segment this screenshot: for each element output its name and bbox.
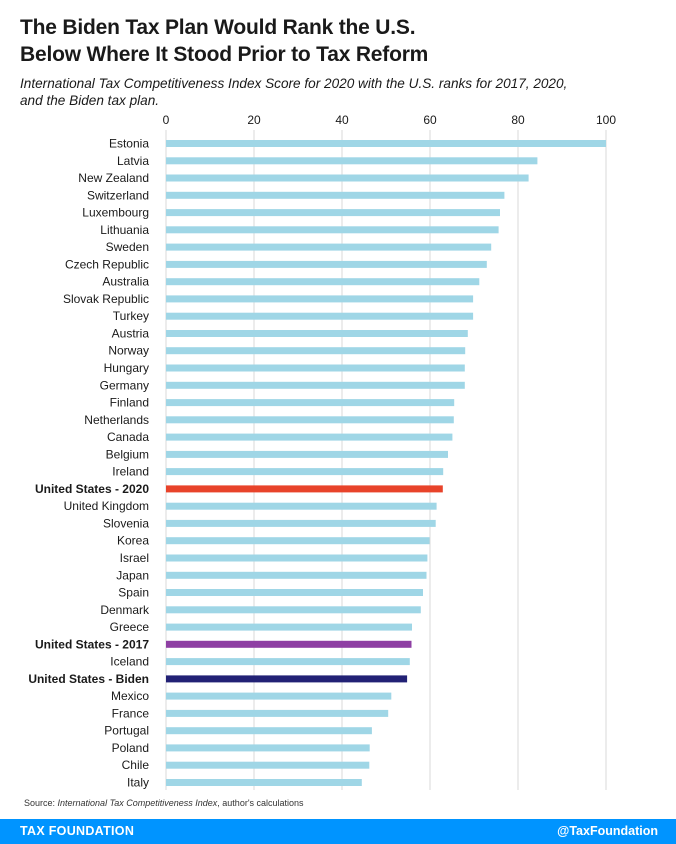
bar-spain xyxy=(166,589,423,596)
category-label-portugal: Portugal xyxy=(104,724,149,738)
x-tick-label-0: 0 xyxy=(163,113,170,127)
subtitle-line-1: International Tax Competitiveness Index … xyxy=(20,76,568,91)
bar-slovenia xyxy=(166,519,436,527)
bar-slovak-republic xyxy=(166,295,474,303)
bar-united-states-biden xyxy=(166,675,408,683)
bar-poland xyxy=(166,744,370,752)
category-label-luxembourg: Luxembourg xyxy=(82,206,149,220)
bar-turkey xyxy=(166,312,474,320)
category-label-chile: Chile xyxy=(122,758,150,772)
bar-canada xyxy=(166,433,453,441)
title-line-2: Below Where It Stood Prior to Tax Reform xyxy=(20,43,429,66)
bar-united-states-2017 xyxy=(166,640,412,648)
category-label-united-states-biden: United States - Biden xyxy=(28,672,149,686)
bar-netherlands xyxy=(166,416,454,424)
bar-hungary xyxy=(166,364,465,372)
category-label-japan: Japan xyxy=(116,568,149,582)
x-tick-label-40: 40 xyxy=(335,113,349,127)
category-label-canada: Canada xyxy=(107,430,149,444)
category-label-israel: Israel xyxy=(120,551,149,565)
category-label-czech-republic: Czech Republic xyxy=(65,257,149,271)
source-prefix: Source: xyxy=(24,798,58,808)
category-label-sweden: Sweden xyxy=(106,240,149,254)
bar-united-kingdom xyxy=(166,502,437,510)
bar-estonia xyxy=(166,140,606,147)
x-tick-label-100: 100 xyxy=(596,113,616,127)
bar-new-zealand xyxy=(166,174,529,182)
category-label-switzerland: Switzerland xyxy=(87,188,149,202)
category-label-australia: Australia xyxy=(102,275,149,289)
footer-brand: TAX FOUNDATION xyxy=(20,824,135,838)
chart-subtitle: International Tax Competitiveness Index … xyxy=(20,75,660,109)
bar-iceland xyxy=(166,658,410,666)
bar-greece xyxy=(166,623,412,631)
bar-sweden xyxy=(166,243,492,251)
title-line-1: The Biden Tax Plan Would Rank the U.S. xyxy=(20,16,416,39)
bar-united-states-2020 xyxy=(166,485,443,493)
category-label-lithuania: Lithuania xyxy=(100,223,149,237)
category-label-poland: Poland xyxy=(112,741,149,755)
category-label-greece: Greece xyxy=(110,620,150,634)
bar-switzerland xyxy=(166,191,505,199)
footer-handle[interactable]: @TaxFoundation xyxy=(557,824,658,838)
bar-luxembourg xyxy=(166,209,500,217)
category-label-new-zealand: New Zealand xyxy=(78,171,149,185)
source-title: International Tax Competitiveness Index xyxy=(57,798,218,808)
category-label-italy: Italy xyxy=(127,776,149,790)
category-label-austria: Austria xyxy=(112,327,150,341)
subtitle-line-2: and the Biden tax plan. xyxy=(20,93,160,108)
bar-ireland xyxy=(166,468,444,476)
bar-denmark xyxy=(166,606,421,614)
bar-japan xyxy=(166,571,427,579)
bar-latvia xyxy=(166,157,538,165)
category-label-united-states-2020: United States - 2020 xyxy=(35,482,149,496)
x-tick-label-80: 80 xyxy=(511,113,525,127)
category-label-turkey: Turkey xyxy=(113,309,149,323)
source-suffix: , author's calculations xyxy=(217,798,304,808)
bar-mexico xyxy=(166,692,392,700)
category-label-ireland: Ireland xyxy=(112,465,149,479)
category-label-iceland: Iceland xyxy=(110,655,149,669)
category-label-finland: Finland xyxy=(110,396,149,410)
bar-italy xyxy=(166,779,362,786)
bar-portugal xyxy=(166,727,372,735)
category-label-mexico: Mexico xyxy=(111,689,149,703)
bar-finland xyxy=(166,399,455,407)
category-label-norway: Norway xyxy=(108,344,149,358)
bar-austria xyxy=(166,330,468,337)
x-tick-label-20: 20 xyxy=(247,113,261,127)
category-label-france: France xyxy=(112,706,150,720)
category-label-slovenia: Slovenia xyxy=(103,516,149,530)
category-label-hungary: Hungary xyxy=(104,361,149,375)
bar-chart: 0 20 40 60 80 100 Estonia Latvia New Zealand Swit… xyxy=(28,113,616,790)
category-label-spain: Spain xyxy=(118,586,149,600)
category-label-estonia: Estonia xyxy=(109,137,149,151)
chart-title: The Biden Tax Plan Would Rank the U.S. B… xyxy=(20,14,660,68)
source-note: Source: International Tax Competitivenes… xyxy=(24,798,304,808)
category-label-denmark: Denmark xyxy=(100,603,150,617)
bar-france xyxy=(166,709,389,717)
category-label-netherlands: Netherlands xyxy=(84,413,149,427)
category-label-korea: Korea xyxy=(117,534,149,548)
bar-korea xyxy=(166,537,430,545)
bar-czech-republic xyxy=(166,260,487,268)
bar-chile xyxy=(166,761,370,769)
bar-norway xyxy=(166,347,466,355)
bar-germany xyxy=(166,381,465,389)
footer-bar: TAX FOUNDATION @TaxFoundation xyxy=(0,819,676,844)
category-label-united-states-2017: United States - 2017 xyxy=(35,637,149,651)
category-label-slovak-republic: Slovak Republic xyxy=(63,292,149,306)
category-label-united-kingdom: United Kingdom xyxy=(64,499,149,513)
category-label-belgium: Belgium xyxy=(106,447,149,461)
x-tick-label-60: 60 xyxy=(423,113,437,127)
bar-australia xyxy=(166,278,480,286)
bar-belgium xyxy=(166,450,448,458)
category-label-germany: Germany xyxy=(100,378,149,392)
bar-lithuania xyxy=(166,226,499,234)
category-label-latvia: Latvia xyxy=(117,154,149,168)
bar-israel xyxy=(166,554,428,562)
